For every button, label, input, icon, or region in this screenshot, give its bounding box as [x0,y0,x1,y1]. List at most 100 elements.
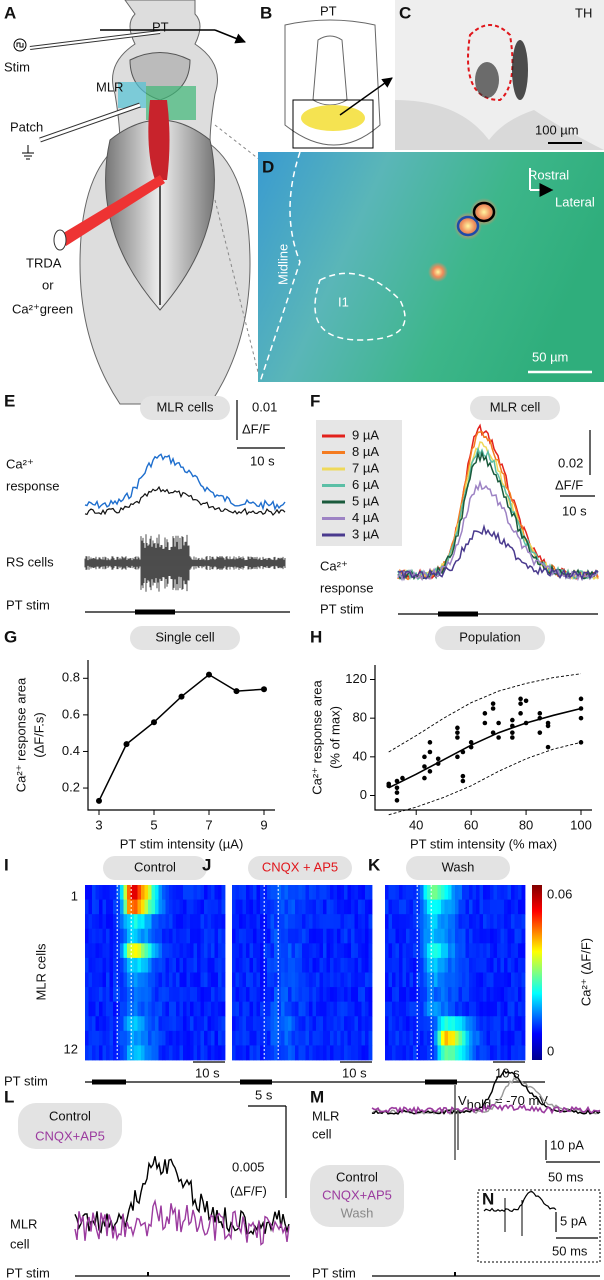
heatmap-cell [162,1001,166,1017]
heatmap-cell [183,899,187,915]
heatmap-cell [333,885,338,900]
heatmap-cell [423,972,428,988]
heatmap-cell [518,899,522,915]
heatmap-cell [267,928,271,944]
heatmap-cell [288,1001,292,1017]
heatmap-cell [427,943,431,959]
heatmap-cell [239,1030,243,1046]
heatmap-cell [500,972,505,988]
heatmap-cell [172,885,177,900]
heatmap-cell [277,957,282,973]
heatmap-cell [99,914,103,930]
heatmap-cell [85,943,89,959]
heatmap-cell [270,1001,275,1017]
heatmap-cell [291,899,296,915]
heatmap-cell [158,972,163,988]
heatmap-cell [221,885,226,900]
heatmap-cell [141,943,145,959]
heatmap-cell [144,957,149,973]
heatmap-cell [137,943,142,959]
heatmap-cell [476,1016,480,1032]
heatmap-cell [158,899,163,915]
heatmap-cell [127,1045,131,1061]
label: PT [320,3,337,18]
heatmap-cell [511,1016,515,1032]
heatmap-cell [102,972,107,988]
heatmap-cell [493,1030,498,1046]
heatmap-cell [102,1001,107,1017]
heatmap-cell [256,899,261,915]
heatmap-cell [123,987,128,1003]
heatmap-cell [130,1030,135,1046]
heatmap-cell [434,1016,438,1032]
heatmap-cell [347,943,352,959]
heatmap-cell [144,885,149,900]
heatmap-cell [465,957,470,973]
heatmap-cell [95,1045,100,1061]
heatmap-cell [298,899,303,915]
heatmap-cell [102,899,107,915]
panel-letter: B [260,3,272,22]
heatmap-cell [106,1045,110,1061]
heatmap-cell [109,899,114,915]
heatmap-cell [507,1001,512,1017]
heatmap-cell [416,1045,421,1061]
heatmap-cell [354,1045,359,1061]
rs-spikes [84,534,286,592]
heatmap-cell [469,987,473,1003]
label: MLR cell [490,399,541,414]
heatmap-cell [291,928,296,944]
heatmap-cell [288,943,292,959]
data-point [427,740,433,745]
heatmap-cell [518,885,522,900]
heatmap-cell [186,943,191,959]
heatmap-cell [116,1016,121,1032]
heatmap-cell [134,1016,138,1032]
heatmap-cell [326,1030,331,1046]
heatmap-cell [344,1030,348,1046]
heatmap-cell [88,943,93,959]
heatmap-cell [413,914,417,930]
heatmap-cell [137,914,142,930]
heatmap-cell [385,914,389,930]
legend-label: 5 µA [352,493,379,508]
heatmap-cell [151,1045,156,1061]
heatmap-cell [434,1045,438,1061]
heatmap-cell [151,957,156,973]
heatmap-cell [483,1001,487,1017]
data-point [233,688,240,695]
heatmap-cell [395,972,400,988]
heatmap-cell [305,914,310,930]
heatmap-cell [514,899,519,915]
heatmap-cell [102,914,107,930]
heatmap-cell [344,972,348,988]
heatmap-cell [256,928,261,944]
heatmap-cell [197,1016,201,1032]
heatmap-cell [242,899,247,915]
heatmap-cell [388,928,393,944]
heatmap-cell [295,957,299,973]
heatmap-cell [246,899,250,915]
heatmap-cell [483,987,487,1003]
heatmap-cell [109,972,114,988]
heatmap-cell [249,1016,254,1032]
heatmap-cell [123,1001,128,1017]
heatmap [85,885,226,1061]
heatmap-cell [281,899,285,915]
data-point [455,725,460,731]
heatmap-cell [507,1016,512,1032]
heatmap-cell [434,1030,438,1046]
heatmap-cell [500,957,505,973]
heatmap-cell [309,957,313,973]
data-point [394,798,400,803]
heatmap-cell [183,914,187,930]
heatmap-cell [409,1001,414,1017]
heatmap-cell [413,1001,417,1017]
heatmap-cell [148,1001,152,1017]
heatmap-cell [172,1045,177,1061]
heatmap-cell [312,899,317,915]
heatmap-cell [420,1030,424,1046]
heatmap-cell [232,1016,236,1032]
heatmap-cell [455,1016,459,1032]
